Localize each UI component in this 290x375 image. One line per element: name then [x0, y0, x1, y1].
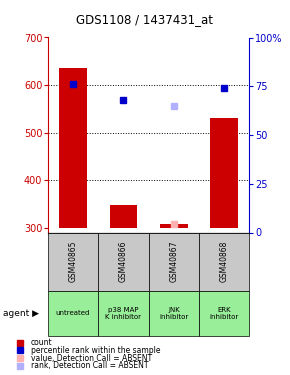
Bar — [48, 232, 98, 291]
Text: GSM40868: GSM40868 — [220, 241, 229, 282]
Bar — [148, 232, 199, 291]
Text: GSM40866: GSM40866 — [119, 241, 128, 282]
Bar — [59, 68, 87, 228]
Bar — [98, 232, 148, 291]
Bar — [199, 232, 249, 291]
Bar — [199, 291, 249, 336]
Text: ERK
inhibitor: ERK inhibitor — [210, 307, 239, 320]
Text: agent ▶: agent ▶ — [3, 309, 39, 318]
Text: JNK
inhibitor: JNK inhibitor — [159, 307, 188, 320]
Text: p38 MAP
K inhibitor: p38 MAP K inhibitor — [106, 307, 142, 320]
Bar — [160, 224, 188, 228]
Text: GDS1108 / 1437431_at: GDS1108 / 1437431_at — [77, 13, 213, 26]
Bar — [98, 291, 148, 336]
Text: rank, Detection Call = ABSENT: rank, Detection Call = ABSENT — [31, 362, 148, 370]
Text: percentile rank within the sample: percentile rank within the sample — [31, 346, 160, 355]
Text: count: count — [31, 338, 52, 347]
Text: value, Detection Call = ABSENT: value, Detection Call = ABSENT — [31, 354, 152, 363]
Bar — [210, 118, 238, 228]
Bar — [110, 205, 137, 228]
Bar — [148, 291, 199, 336]
Text: GSM40867: GSM40867 — [169, 241, 178, 282]
Bar — [48, 291, 98, 336]
Text: untreated: untreated — [56, 310, 90, 316]
Text: GSM40865: GSM40865 — [68, 241, 77, 282]
